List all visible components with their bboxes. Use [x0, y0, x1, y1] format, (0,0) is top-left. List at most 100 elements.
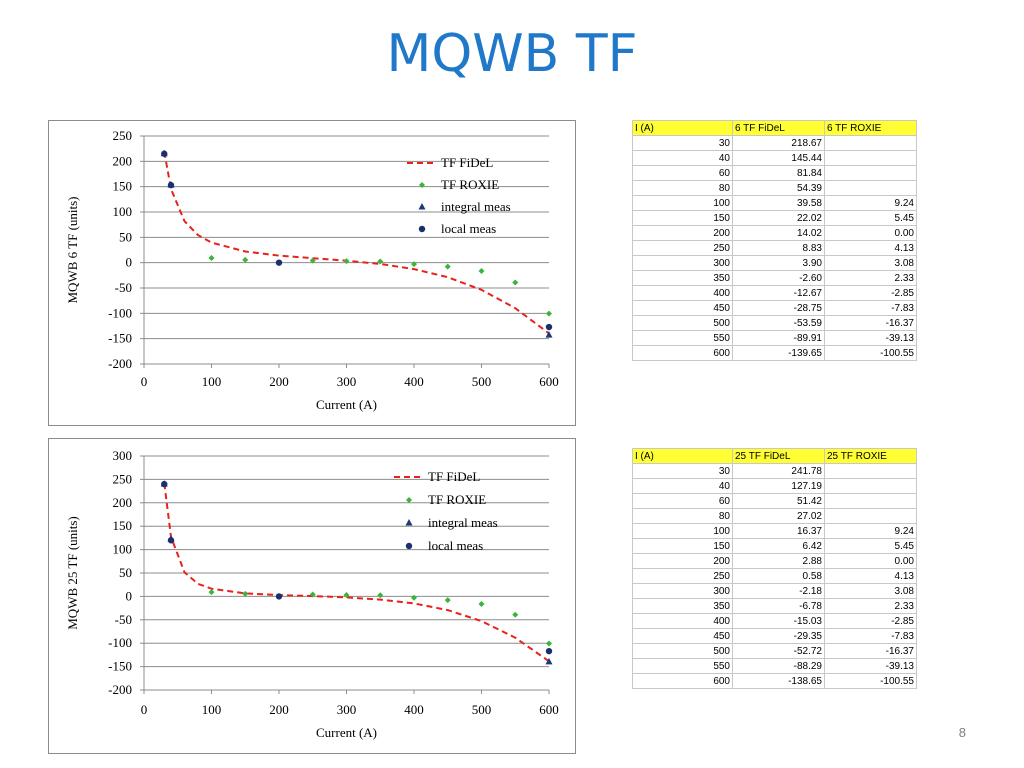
chart-svg: -200 -150 -100 -50 0 50 100 150 200 250 300 0 100 200…	[65, 448, 559, 740]
data-point-tf-roxie	[478, 601, 485, 608]
table-cell: 600	[632, 345, 733, 361]
y-tick-label: 0	[126, 255, 133, 270]
table-cell: 3.08	[824, 583, 917, 599]
x-tick-label: 0	[141, 374, 148, 389]
table-cell: 0.58	[732, 568, 825, 584]
table-cell: 39.58	[732, 195, 825, 211]
table-cell: 40	[632, 150, 733, 166]
legend-label: TF ROXIE	[428, 492, 486, 507]
table-cell: 40	[632, 478, 733, 494]
y-tick-label: 50	[119, 229, 132, 244]
table-cell: 300	[632, 255, 733, 271]
table-cell: 350	[632, 270, 733, 286]
table-cell: 5.45	[824, 538, 917, 554]
table-cell: 22.02	[732, 210, 825, 226]
table-cell: 600	[632, 673, 733, 689]
y-tick-label: 250	[113, 128, 133, 143]
table-cell: -88.29	[732, 658, 825, 674]
table-cell: -7.83	[824, 628, 917, 644]
table-row: 150 22.02 5.45	[632, 210, 917, 226]
table-cell: 218.67	[732, 135, 825, 151]
table-row: 80 27.02	[632, 508, 917, 524]
x-axis-title: Current (A)	[316, 397, 377, 412]
table-row: 600 -138.65 -100.55	[632, 673, 917, 689]
table-cell: 300	[632, 583, 733, 599]
table-cell: 400	[632, 285, 733, 301]
table-cell: 200	[632, 225, 733, 241]
table-cell	[824, 165, 917, 181]
table-header-cell: I (A)	[632, 120, 733, 136]
table-row: 250 8.83 4.13	[632, 240, 917, 256]
legend-swatch-tf-roxie	[406, 497, 412, 503]
table-row: 60 81.84	[632, 165, 917, 181]
data-point-local-meas	[275, 259, 283, 266]
table-cell: 500	[632, 315, 733, 331]
table-cell: -2.85	[824, 613, 917, 629]
table-cell: -16.37	[824, 643, 917, 659]
table-row: 80 54.39	[632, 180, 917, 196]
table-cell	[824, 463, 917, 479]
data-point-integral-meas	[545, 657, 553, 665]
table-cell: -2.60	[732, 270, 825, 286]
table-cell: 500	[632, 643, 733, 659]
table-header-cell: 6 TF ROXIE	[824, 120, 917, 136]
table-cell: 100	[632, 523, 733, 539]
table-cell: -39.13	[824, 330, 917, 346]
y-tick-label: 200	[113, 495, 133, 510]
data-point-integral-meas	[545, 331, 553, 338]
data-point-tf-roxie	[242, 590, 249, 597]
table-row: 550 -88.29 -39.13	[632, 658, 917, 674]
table-cell: 0.00	[824, 225, 917, 241]
table-row: 100 16.37 9.24	[632, 523, 917, 539]
table-cell: -7.83	[824, 300, 917, 316]
data-point-tf-roxie	[546, 310, 552, 317]
table-cell: -139.65	[732, 345, 825, 361]
table-cell: 400	[632, 613, 733, 629]
x-tick-label: 600	[539, 374, 559, 389]
table-cell: 54.39	[732, 180, 825, 196]
table-row: 150 6.42 5.45	[632, 538, 917, 554]
y-tick-label: 150	[113, 179, 133, 194]
table-cell: 4.13	[824, 568, 917, 584]
y-axis-title: MQWB 25 TF (units)	[65, 516, 80, 630]
y-tick-label: 150	[113, 518, 133, 533]
y-tick-label: -200	[108, 356, 132, 371]
data-point-tf-roxie	[242, 256, 249, 263]
y-tick-label: 250	[113, 471, 133, 486]
series-line-tf-fidel	[163, 483, 550, 663]
table-cell: -28.75	[732, 300, 825, 316]
data-point-tf-roxie	[444, 597, 451, 604]
y-tick-label: 300	[113, 448, 133, 463]
table-cell: 16.37	[732, 523, 825, 539]
table-cell: 60	[632, 493, 733, 509]
x-tick-label: 600	[539, 702, 559, 717]
legend-label: TF ROXIE	[441, 177, 499, 192]
data-point-local-meas	[161, 150, 168, 157]
data-point-tf-roxie	[377, 592, 384, 599]
chart-25tf: -200 -150 -100 -50 0 50 100 150 200 250 300 0 100 200…	[48, 438, 576, 754]
table-cell: 550	[632, 658, 733, 674]
chart-6tf: -200 -150 -100 -50 0 50 100 150 200 250 0 100 200 300…	[48, 120, 576, 426]
data-point-tf-roxie	[208, 254, 215, 261]
table-cell: 150	[632, 210, 733, 226]
data-point-tf-roxie	[208, 589, 215, 596]
table-cell: 2.33	[824, 270, 917, 286]
y-tick-label: -200	[108, 682, 132, 697]
table-cell: 3.08	[824, 255, 917, 271]
legend-label: integral meas	[428, 515, 498, 530]
table-cell: 80	[632, 180, 733, 196]
data-point-local-meas	[545, 323, 553, 331]
table-cell: 51.42	[732, 493, 825, 509]
y-axis-title: MQWB 6 TF (units)	[65, 196, 80, 303]
table-cell: 350	[632, 598, 733, 614]
legend-label: TF FiDeL	[428, 469, 480, 484]
table-row: 350 -2.60 2.33	[632, 270, 917, 286]
table-row: 300 3.90 3.08	[632, 255, 917, 271]
legend-swatch-integral-meas	[418, 203, 426, 210]
data-point-tf-roxie	[343, 258, 350, 265]
table-cell: 127.19	[732, 478, 825, 494]
y-tick-label: -100	[108, 635, 132, 650]
table-cell: 250	[632, 568, 733, 584]
table-row: 500 -52.72 -16.37	[632, 643, 917, 659]
data-table-6tf: I (A) 6 TF FiDeL 6 TF ROXIE 30 218.67 40 145.4…	[632, 120, 917, 361]
